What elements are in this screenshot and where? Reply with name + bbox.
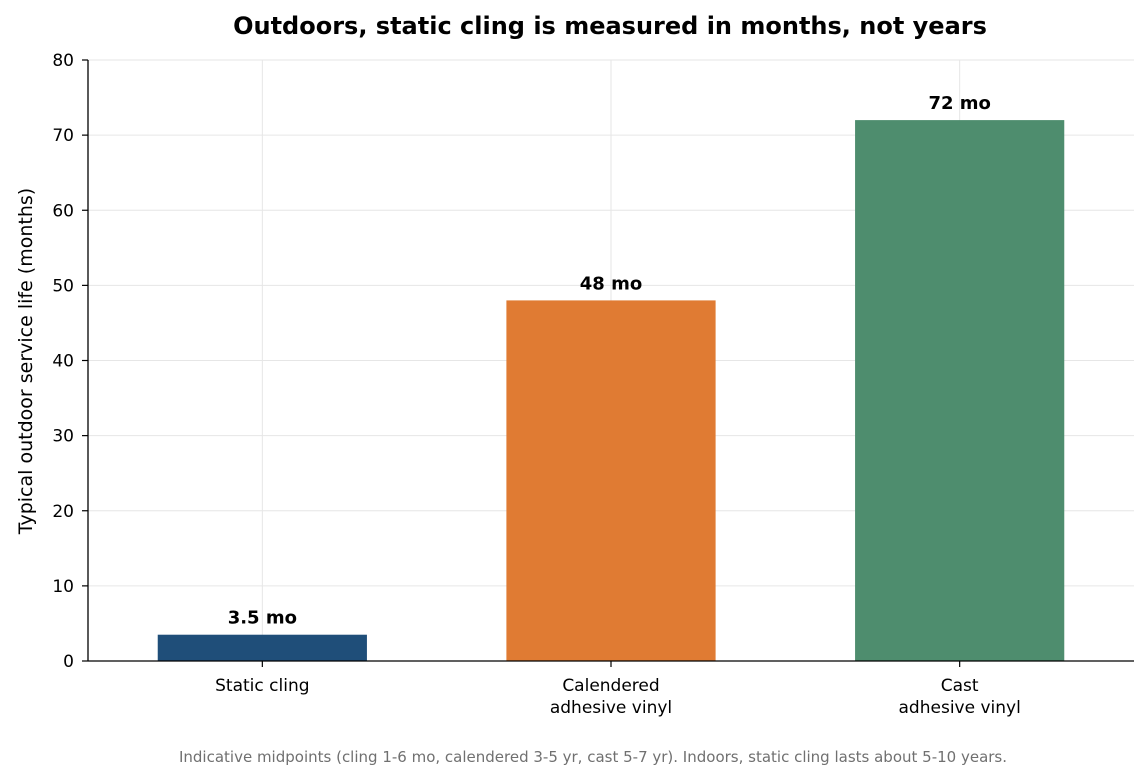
y-tick-label: 0: [63, 652, 74, 672]
labels: 0 10 20 30 40 50 60 70 80 3.5 mo 48 mo 72 mo Static …: [52, 51, 1020, 718]
x-tick-label: Calendered adhesive vinyl: [550, 676, 672, 718]
y-tick-label: 30: [52, 427, 74, 447]
bars: [157, 120, 1065, 662]
y-tick-label: 70: [52, 126, 74, 146]
y-tick-label: 60: [52, 201, 74, 221]
x-tick-label: Cast adhesive vinyl: [899, 676, 1021, 718]
axes: [82, 59, 1134, 667]
bar-value-label: 72 mo: [928, 93, 990, 114]
x-tick-label-line: Calendered: [562, 676, 659, 696]
x-tick-label-line: Static cling: [215, 676, 309, 696]
bar: [506, 300, 716, 661]
y-tick-label: 80: [52, 51, 74, 71]
y-tick-label: 50: [52, 276, 74, 296]
x-tick-label-line: adhesive vinyl: [899, 698, 1021, 718]
bar: [855, 120, 1065, 662]
y-tick-label: 10: [52, 577, 74, 597]
x-tick-label: Static cling: [215, 676, 309, 696]
y-tick-label: 40: [52, 352, 74, 372]
y-axis-title: Typical outdoor service life (months): [15, 188, 37, 535]
footnote: Indicative midpoints (cling 1-6 mo, cale…: [179, 748, 1007, 766]
x-tick-label-line: adhesive vinyl: [550, 698, 672, 718]
x-tick-label-line: Cast: [941, 676, 979, 696]
bar-value-label: 48 mo: [580, 273, 642, 294]
bar: [157, 634, 367, 661]
bar-value-label: 3.5 mo: [228, 608, 297, 629]
y-tick-label: 20: [52, 502, 74, 522]
chart-title: Outdoors, static cling is measured in mo…: [233, 12, 987, 40]
